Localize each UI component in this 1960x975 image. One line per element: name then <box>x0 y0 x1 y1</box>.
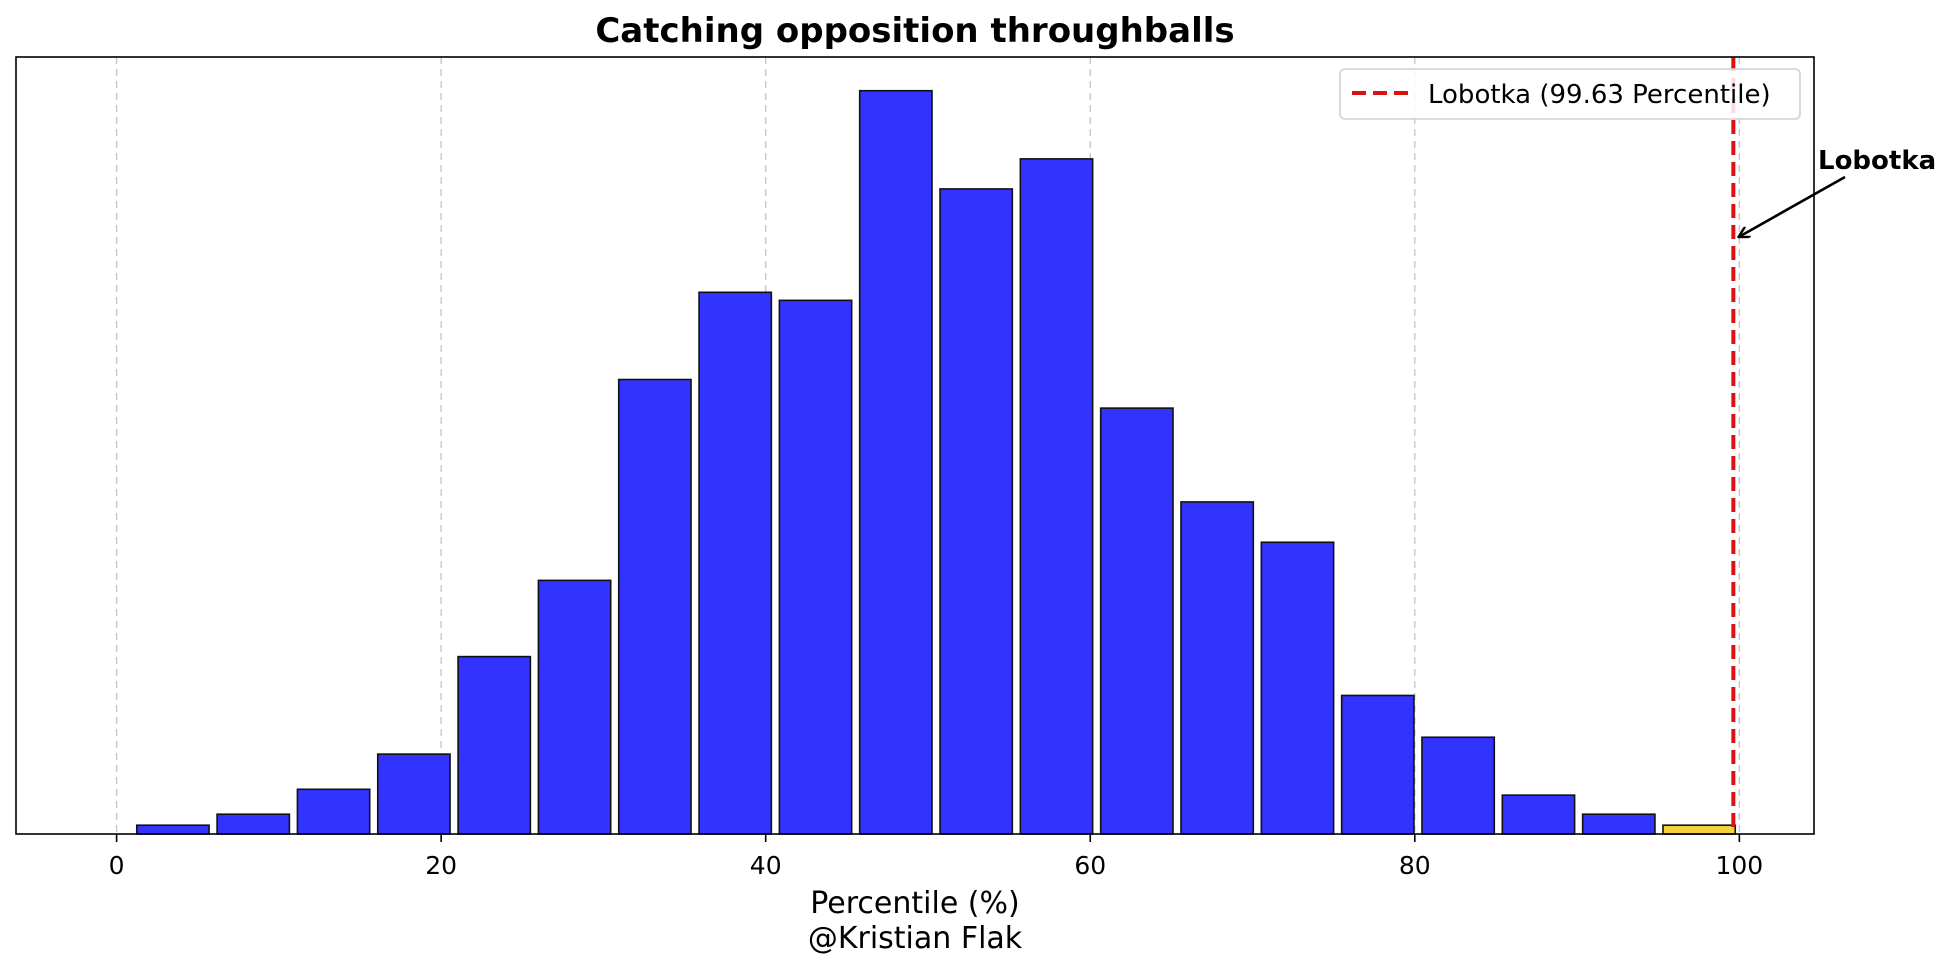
legend: Lobotka (99.63 Percentile) <box>1339 68 1801 120</box>
histogram-bar <box>216 813 291 835</box>
histogram-bar <box>296 788 371 835</box>
histogram-bar <box>778 299 853 835</box>
histogram-bar <box>1501 794 1576 835</box>
x-tick-label: 80 <box>1399 851 1431 880</box>
histogram-bar <box>858 89 933 835</box>
histogram-bar <box>1099 407 1174 835</box>
legend-label: Lobotka (99.63 Percentile) <box>1428 80 1771 110</box>
histogram-bar-highlight <box>1662 824 1737 835</box>
x-axis-ticks: 0 20 40 60 80 100 <box>109 834 1763 880</box>
annotation-label: Lobotka <box>1818 146 1936 176</box>
plot-frame <box>15 56 1815 835</box>
histogram-bars <box>135 89 1737 835</box>
histogram-bar <box>1180 501 1255 835</box>
histogram-bar <box>1581 813 1656 835</box>
x-tick-label: 60 <box>1074 851 1106 880</box>
histogram-bar <box>135 824 210 835</box>
histogram-bar <box>698 291 773 835</box>
histogram-bar <box>1260 541 1335 835</box>
histogram-bar <box>376 753 451 835</box>
x-tick-label: 100 <box>1715 851 1763 880</box>
x-tick-label: 40 <box>750 851 782 880</box>
histogram-bar <box>537 579 612 835</box>
credit-label: @Kristian Flak <box>808 921 1023 956</box>
histogram-bar <box>1019 158 1094 835</box>
player-annotation: Lobotka <box>1739 146 1936 237</box>
x-axis-label: Percentile (%) <box>810 886 1019 921</box>
annotation-arrow <box>1739 175 1846 237</box>
histogram-bar <box>457 655 532 835</box>
histogram-bar <box>1340 694 1415 835</box>
histogram-bar <box>1421 736 1496 835</box>
histogram-bar <box>617 378 692 835</box>
legend-box <box>1339 68 1801 120</box>
x-tick-label: 20 <box>425 851 457 880</box>
x-tick-label: 0 <box>109 851 125 880</box>
chart-title: Catching opposition throughballs <box>595 11 1234 51</box>
histogram-bar <box>939 188 1014 835</box>
